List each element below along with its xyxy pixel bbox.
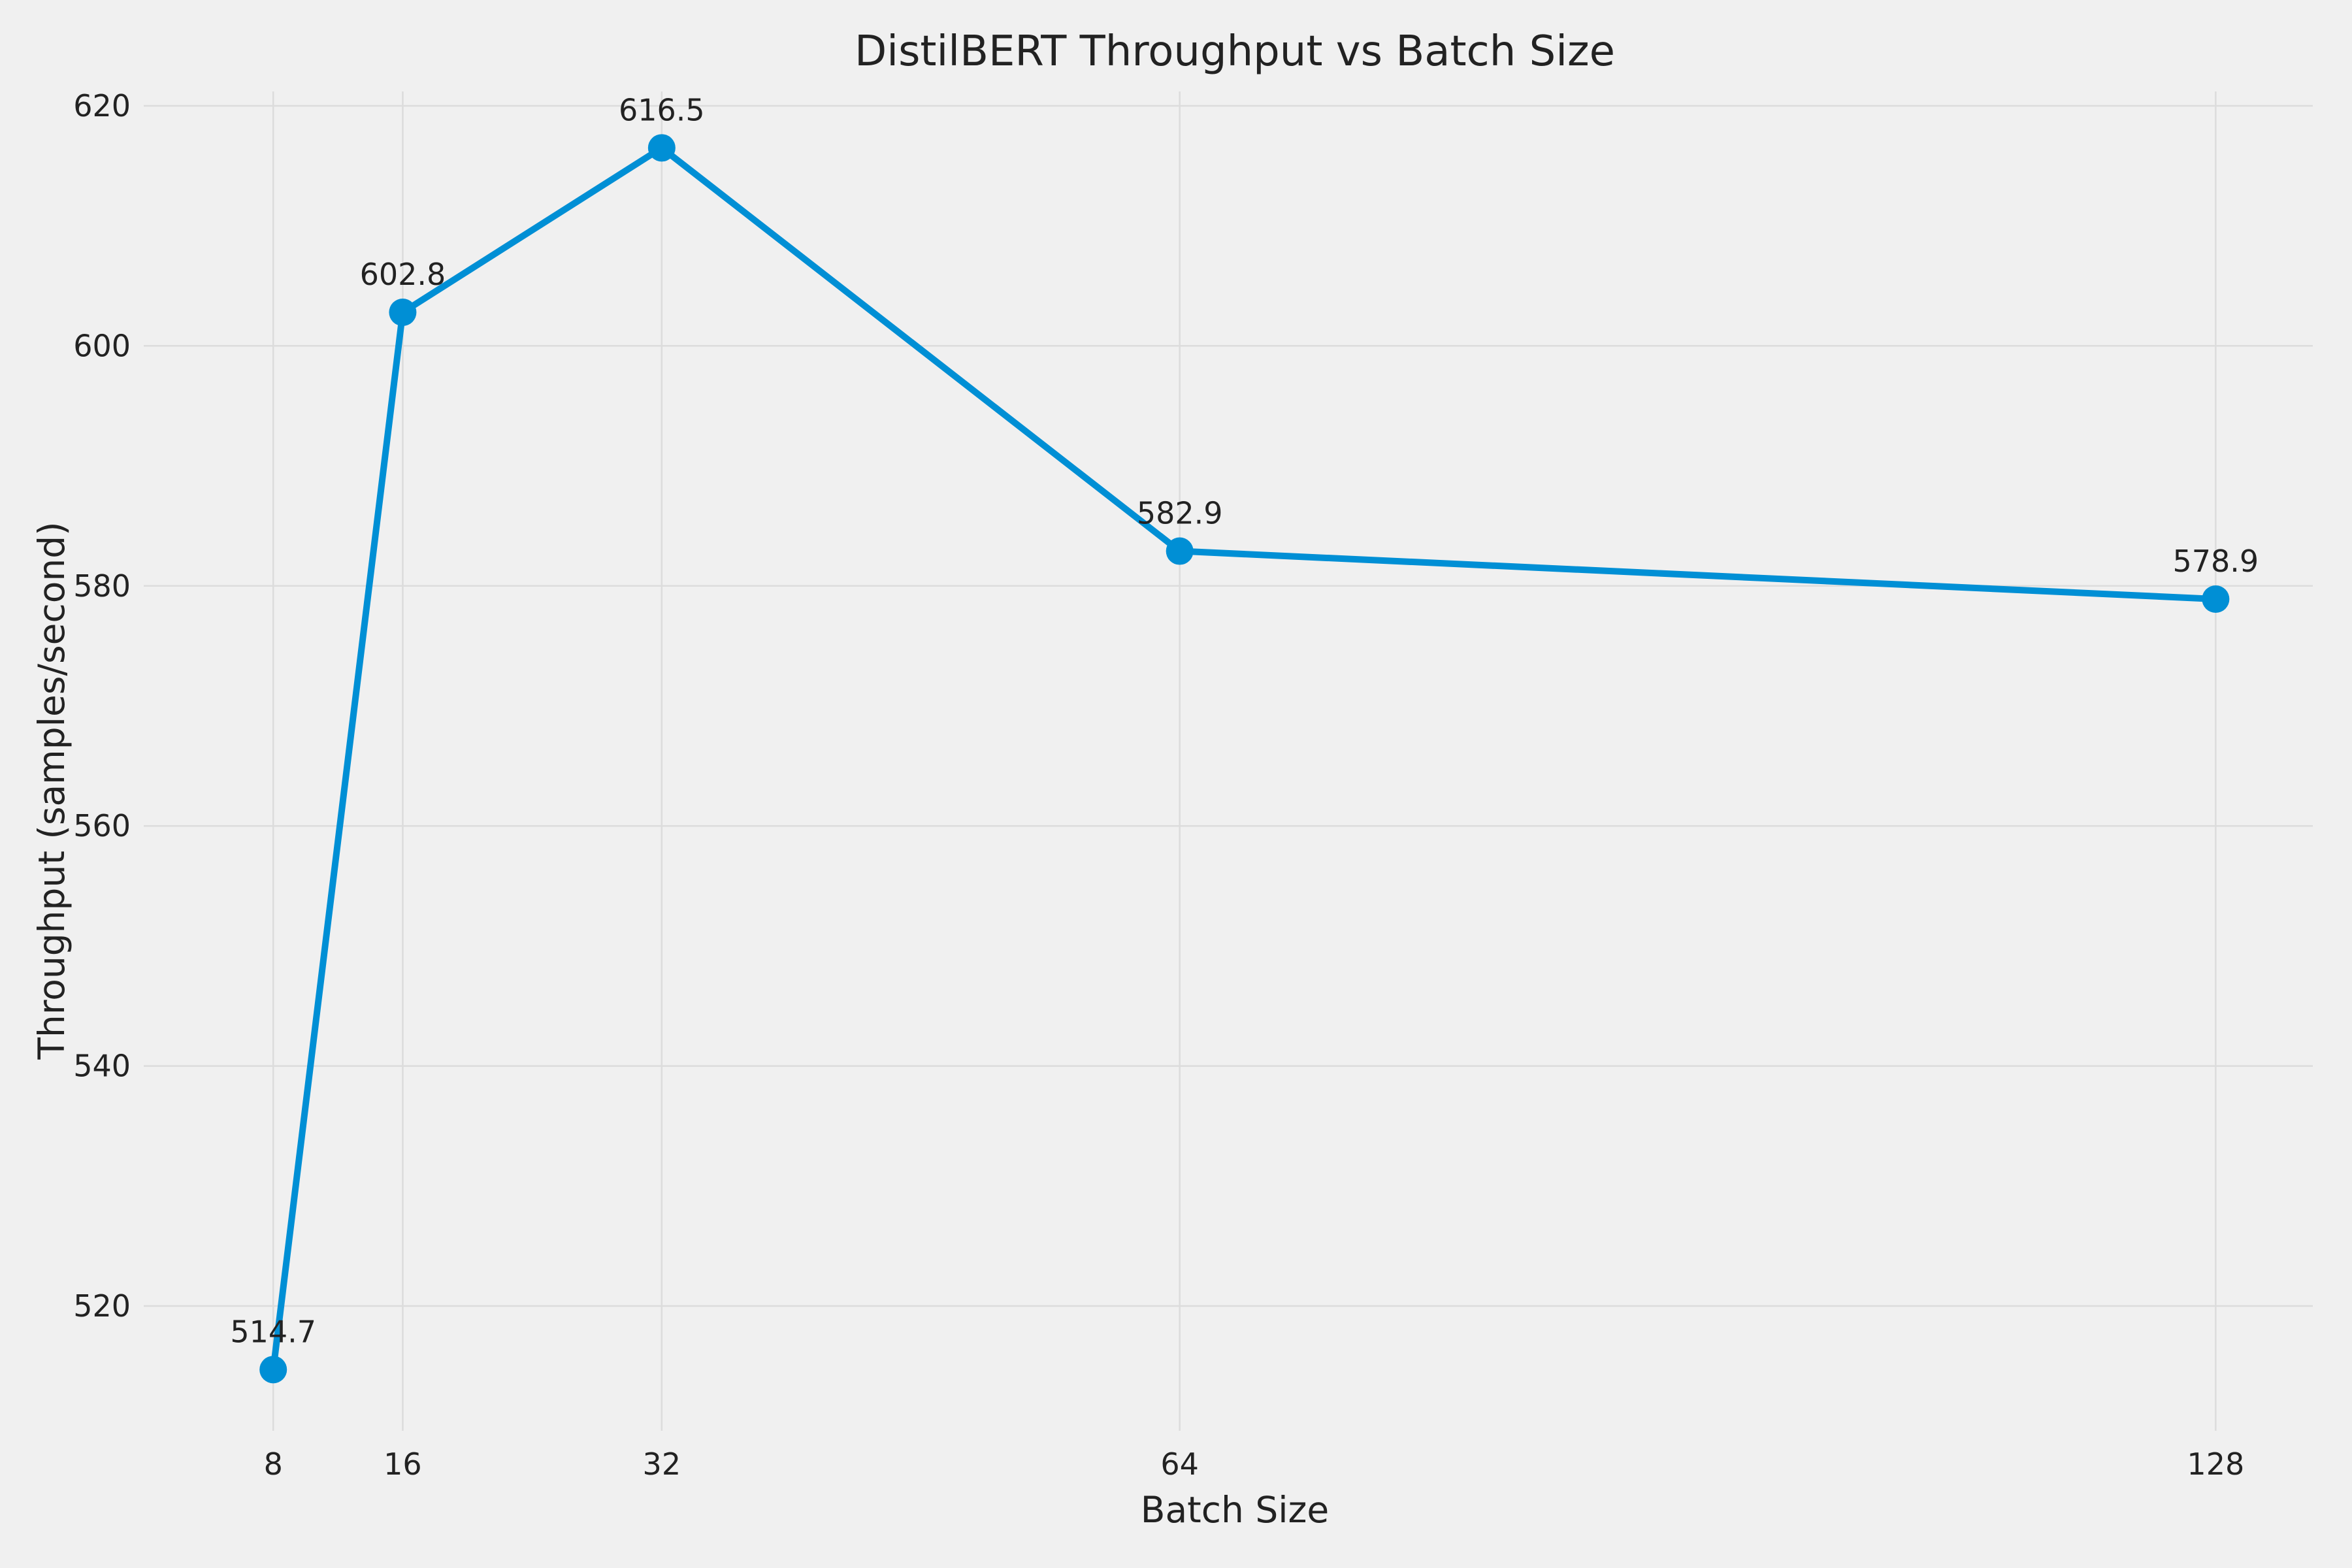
grid [144, 91, 2313, 1431]
y-axis-title: Throughput (samples/second) [31, 521, 73, 1060]
marker-group [259, 134, 2230, 1384]
x-tick-label: 32 [643, 1446, 681, 1482]
data-point [647, 134, 676, 162]
x-tick-label: 8 [264, 1446, 283, 1482]
data-point [259, 1356, 287, 1384]
data-label: 616.5 [619, 92, 705, 127]
data-label: 602.8 [360, 257, 446, 292]
chart-title: DistilBERT Throughput vs Batch Size [855, 27, 1615, 76]
x-tick-label: 64 [1160, 1446, 1199, 1482]
data-label: 514.7 [230, 1314, 316, 1349]
data-point [2202, 585, 2230, 613]
x-tick-label: 16 [384, 1446, 422, 1482]
x-tick-label: 128 [2187, 1446, 2244, 1482]
data-label-group: 514.7 602.8 616.5 582.9 578.9 [230, 92, 2259, 1349]
data-label: 582.9 [1137, 496, 1223, 531]
y-tick-label: 520 [73, 1288, 131, 1324]
y-tick-label: 620 [73, 88, 131, 123]
data-label: 578.9 [2172, 544, 2259, 579]
tick-label-group: 520 540 560 580 600 620 8 16 32 64 128 [73, 88, 2244, 1482]
data-point [389, 298, 417, 326]
data-point [1166, 537, 1194, 565]
y-tick-label: 540 [73, 1049, 131, 1084]
y-tick-label: 580 [73, 568, 131, 604]
y-tick-label: 600 [73, 328, 131, 363]
y-tick-label: 560 [73, 808, 131, 843]
x-axis-title: Batch Size [1141, 1489, 1329, 1531]
